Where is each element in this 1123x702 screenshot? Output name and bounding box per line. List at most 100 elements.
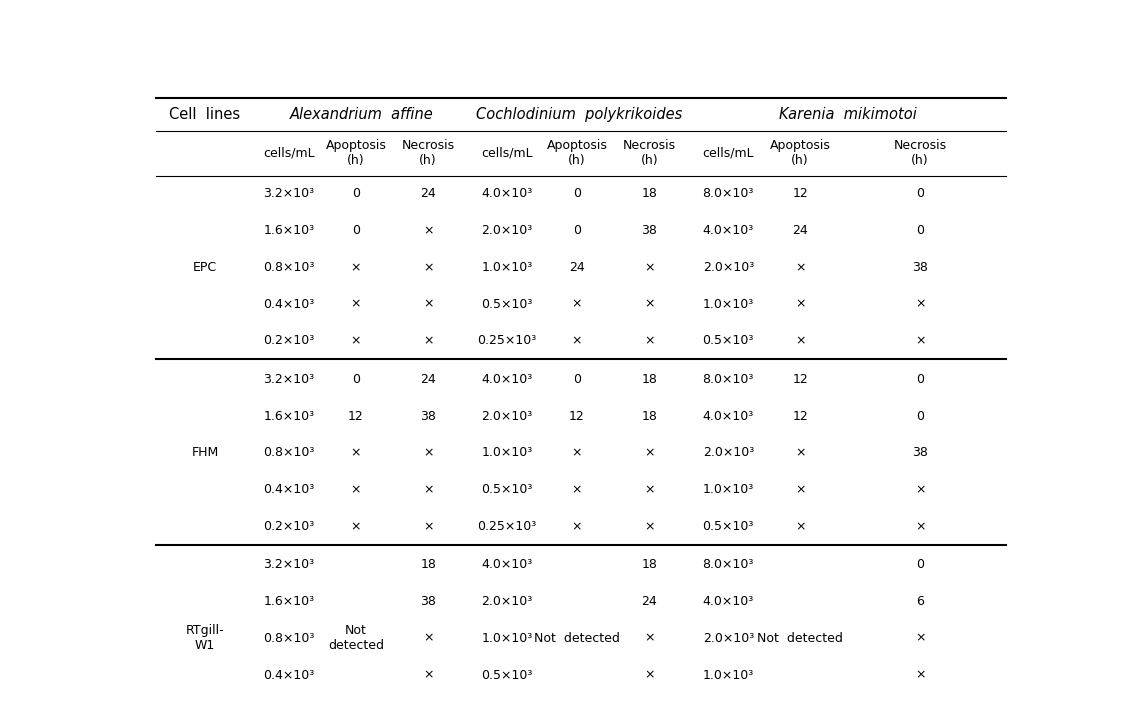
Text: 0: 0 <box>916 558 924 571</box>
Text: 0.4×10³: 0.4×10³ <box>264 483 314 496</box>
Text: 1.6×10³: 1.6×10³ <box>264 410 314 423</box>
Text: 2.0×10³: 2.0×10³ <box>482 410 532 423</box>
Text: Cell  lines: Cell lines <box>170 107 240 122</box>
Text: ×: × <box>572 520 582 533</box>
Text: Apoptosis
(h): Apoptosis (h) <box>769 140 831 168</box>
Text: 2.0×10³: 2.0×10³ <box>482 595 532 608</box>
Text: ×: × <box>572 298 582 311</box>
Text: ×: × <box>643 668 655 682</box>
Text: 4.0×10³: 4.0×10³ <box>703 410 754 423</box>
Text: ×: × <box>643 483 655 496</box>
Text: ×: × <box>795 334 805 347</box>
Text: Not
detected: Not detected <box>328 624 384 652</box>
Text: 2.0×10³: 2.0×10³ <box>482 224 532 237</box>
Text: ×: × <box>572 483 582 496</box>
Text: 38: 38 <box>420 595 436 608</box>
Text: 0: 0 <box>573 373 581 386</box>
Text: ×: × <box>915 334 925 347</box>
Text: ×: × <box>643 334 655 347</box>
Text: ×: × <box>795 298 805 311</box>
Text: 18: 18 <box>641 187 657 201</box>
Text: 0.4×10³: 0.4×10³ <box>264 298 314 311</box>
Text: 1.0×10³: 1.0×10³ <box>482 446 532 459</box>
Text: 8.0×10³: 8.0×10³ <box>703 558 754 571</box>
Text: 0.4×10³: 0.4×10³ <box>264 668 314 682</box>
Text: Necrosis
(h): Necrosis (h) <box>894 140 947 168</box>
Text: 3.2×10³: 3.2×10³ <box>264 373 314 386</box>
Text: Cochlodinium  polykrikoides: Cochlodinium polykrikoides <box>476 107 683 122</box>
Text: Karenia  mikimotoi: Karenia mikimotoi <box>779 107 917 122</box>
Text: ×: × <box>350 446 362 459</box>
Text: 38: 38 <box>912 261 928 274</box>
Text: ×: × <box>915 298 925 311</box>
Text: 0: 0 <box>351 224 359 237</box>
Text: Not  detected: Not detected <box>757 632 843 645</box>
Text: 0.5×10³: 0.5×10³ <box>482 298 533 311</box>
Text: ×: × <box>572 334 582 347</box>
Text: 0.8×10³: 0.8×10³ <box>264 261 314 274</box>
Text: ×: × <box>350 261 362 274</box>
Text: 4.0×10³: 4.0×10³ <box>703 224 754 237</box>
Text: Apoptosis
(h): Apoptosis (h) <box>547 140 608 168</box>
Text: 24: 24 <box>420 187 436 201</box>
Text: 3.2×10³: 3.2×10³ <box>264 187 314 201</box>
Text: 18: 18 <box>641 373 657 386</box>
Text: ×: × <box>915 483 925 496</box>
Text: ×: × <box>423 334 433 347</box>
Text: 12: 12 <box>792 373 809 386</box>
Text: 1.0×10³: 1.0×10³ <box>703 298 754 311</box>
Text: 18: 18 <box>641 410 657 423</box>
Text: Necrosis
(h): Necrosis (h) <box>402 140 455 168</box>
Text: ×: × <box>643 520 655 533</box>
Text: 24: 24 <box>420 373 436 386</box>
Text: ×: × <box>350 520 362 533</box>
Text: 8.0×10³: 8.0×10³ <box>703 187 754 201</box>
Text: 4.0×10³: 4.0×10³ <box>482 558 532 571</box>
Text: 1.6×10³: 1.6×10³ <box>264 224 314 237</box>
Text: ×: × <box>423 224 433 237</box>
Text: ×: × <box>643 632 655 645</box>
Text: ×: × <box>350 298 362 311</box>
Text: ×: × <box>795 261 805 274</box>
Text: 1.6×10³: 1.6×10³ <box>264 595 314 608</box>
Text: Alexandrium  affine: Alexandrium affine <box>290 107 433 122</box>
Text: 0: 0 <box>916 373 924 386</box>
Text: 0.25×10³: 0.25×10³ <box>477 334 537 347</box>
Text: ×: × <box>795 483 805 496</box>
Text: 2.0×10³: 2.0×10³ <box>703 446 754 459</box>
Text: 18: 18 <box>641 558 657 571</box>
Text: 0.25×10³: 0.25×10³ <box>477 520 537 533</box>
Text: ×: × <box>423 520 433 533</box>
Text: RTgill-
W1: RTgill- W1 <box>185 624 225 652</box>
Text: 12: 12 <box>792 410 809 423</box>
Text: 0.8×10³: 0.8×10³ <box>264 446 314 459</box>
Text: 0.5×10³: 0.5×10³ <box>703 520 754 533</box>
Text: ×: × <box>795 446 805 459</box>
Text: 2.0×10³: 2.0×10³ <box>703 261 754 274</box>
Text: 24: 24 <box>569 261 585 274</box>
Text: 38: 38 <box>912 446 928 459</box>
Text: ×: × <box>423 261 433 274</box>
Text: 12: 12 <box>569 410 585 423</box>
Text: 3.2×10³: 3.2×10³ <box>264 558 314 571</box>
Text: 0.2×10³: 0.2×10³ <box>264 520 314 533</box>
Text: 38: 38 <box>641 224 657 237</box>
Text: FHM: FHM <box>191 446 219 459</box>
Text: ×: × <box>643 298 655 311</box>
Text: Apoptosis
(h): Apoptosis (h) <box>326 140 386 168</box>
Text: 0: 0 <box>351 373 359 386</box>
Text: Not  detected: Not detected <box>535 632 620 645</box>
Text: cells/mL: cells/mL <box>482 147 533 160</box>
Text: ×: × <box>915 632 925 645</box>
Text: 1.0×10³: 1.0×10³ <box>482 261 532 274</box>
Text: 4.0×10³: 4.0×10³ <box>482 187 532 201</box>
Text: ×: × <box>423 298 433 311</box>
Text: ×: × <box>423 668 433 682</box>
Text: ×: × <box>350 334 362 347</box>
Text: 12: 12 <box>348 410 364 423</box>
Text: 0.5×10³: 0.5×10³ <box>703 334 754 347</box>
Text: 0.5×10³: 0.5×10³ <box>482 668 533 682</box>
Text: ×: × <box>423 446 433 459</box>
Text: 0: 0 <box>351 187 359 201</box>
Text: 0.8×10³: 0.8×10³ <box>264 632 314 645</box>
